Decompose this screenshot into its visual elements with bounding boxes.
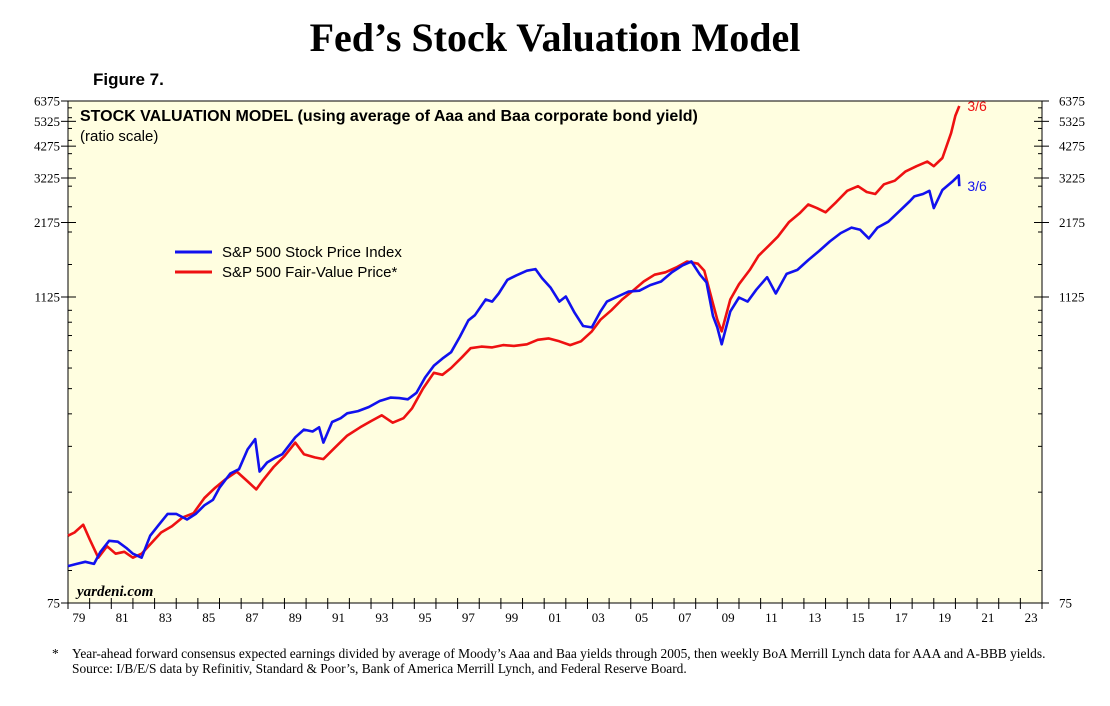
x-tick-label: 81 xyxy=(116,610,129,625)
x-tick-label: 97 xyxy=(462,610,476,625)
x-tick-label: 19 xyxy=(938,610,951,625)
y-tick-label-left: 6375 xyxy=(34,94,60,109)
y-tick-label-left: 75 xyxy=(47,596,60,611)
x-tick-label: 85 xyxy=(202,610,215,625)
chart-title: STOCK VALUATION MODEL (using average of … xyxy=(80,108,698,125)
x-tick-label: 91 xyxy=(332,610,345,625)
stock-price-line xyxy=(67,174,961,568)
page-title: Fed’s Stock Valuation Model xyxy=(309,15,801,60)
x-axis: 79 81 83 85 87 89 91 93 95 97 99 01 03 05 07 09 11 13 15 17… xyxy=(67,598,1043,625)
x-tick-label: 83 xyxy=(159,610,172,625)
footnote-source: Source: I/B/E/S data by Refinitiv, Stand… xyxy=(72,661,687,676)
x-tick-label: 95 xyxy=(419,610,432,625)
y-tick-label-left: 5325 xyxy=(34,114,60,129)
watermark: yardeni.com xyxy=(75,584,153,600)
y-tick-label-right: 1125 xyxy=(1059,290,1085,305)
legend: S&P 500 Stock Price Index S&P 500 Fair-V… xyxy=(175,244,402,281)
legend-label-price: S&P 500 Stock Price Index xyxy=(222,244,402,261)
series-layer: 3/6 3/6 xyxy=(67,98,987,568)
y-tick-label-right: 4275 xyxy=(1059,139,1085,154)
footnote-text: Year-ahead forward consensus expected ea… xyxy=(72,646,1046,661)
x-tick-label: 23 xyxy=(1025,610,1038,625)
x-tick-label: 03 xyxy=(592,610,605,625)
y-tick-label-right: 5325 xyxy=(1059,114,1085,129)
y-tick-label-left: 3225 xyxy=(34,171,60,186)
footnote: * Year-ahead forward consensus expected … xyxy=(52,646,1072,676)
stock-valuation-chart: 75 1125 2175 3225 4275 5325 6375 75 1125 2175 322… xyxy=(34,94,1085,626)
right-axis: 75 1125 2175 3225 4275 5325 6375 xyxy=(1034,94,1085,611)
stock-price-end-label: 3/6 xyxy=(967,178,987,194)
y-tick-label-right: 75 xyxy=(1059,596,1072,611)
x-tick-label: 17 xyxy=(895,610,909,625)
x-tick-label: 05 xyxy=(635,610,648,625)
footnote-star: * xyxy=(52,646,59,661)
y-tick-label-left: 2175 xyxy=(34,215,60,230)
x-tick-label: 87 xyxy=(245,610,259,625)
plot-area xyxy=(67,100,1043,604)
x-tick-label: 89 xyxy=(289,610,302,625)
y-tick-label-left: 4275 xyxy=(34,139,60,154)
x-tick-label: 93 xyxy=(375,610,388,625)
x-tick-label: 15 xyxy=(852,610,865,625)
y-tick-label-left: 1125 xyxy=(34,290,60,305)
y-tick-label-right: 3225 xyxy=(1059,171,1085,186)
x-tick-label: 07 xyxy=(678,610,692,625)
fair-value-end-label: 3/6 xyxy=(967,98,987,114)
figure-label: Figure 7. xyxy=(93,70,164,89)
chart-subtitle: (ratio scale) xyxy=(80,128,158,145)
fair-value-line xyxy=(67,105,961,559)
x-tick-label: 79 xyxy=(72,610,85,625)
x-tick-label: 01 xyxy=(549,610,562,625)
y-tick-label-right: 6375 xyxy=(1059,94,1085,109)
x-tick-label: 13 xyxy=(808,610,821,625)
left-axis: 75 1125 2175 3225 4275 5325 6375 xyxy=(34,94,76,611)
x-tick-label: 09 xyxy=(722,610,735,625)
x-tick-label: 11 xyxy=(765,610,778,625)
x-tick-label: 21 xyxy=(981,610,994,625)
y-tick-label-right: 2175 xyxy=(1059,215,1085,230)
x-tick-label: 99 xyxy=(505,610,518,625)
legend-label-fair-value: S&P 500 Fair-Value Price* xyxy=(222,264,398,281)
